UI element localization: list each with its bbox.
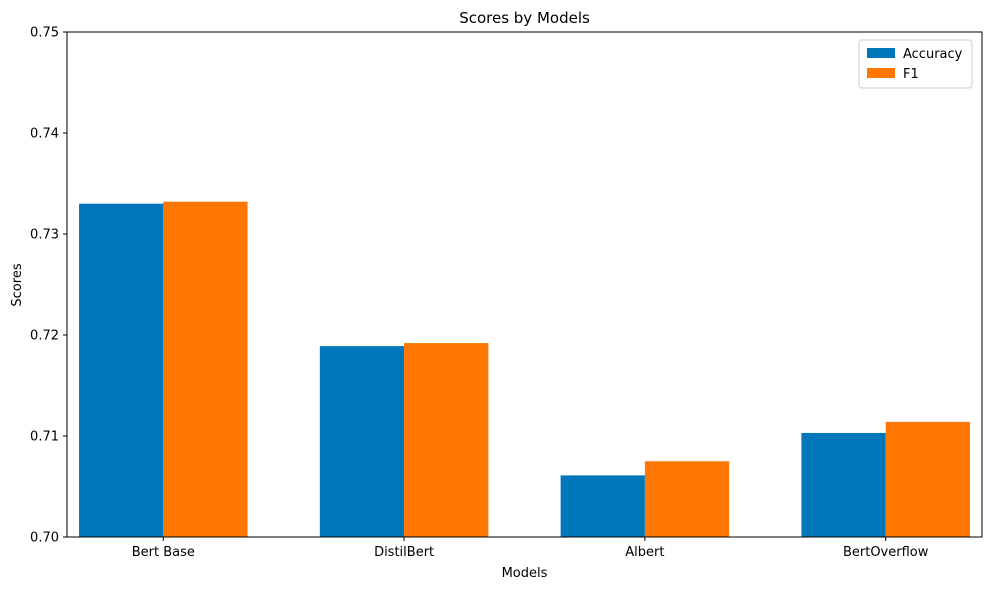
y-tick-label: 0.75 xyxy=(30,26,59,41)
plot-frame xyxy=(66,31,983,538)
bar-f1-4 xyxy=(885,421,970,537)
bar-accuracy-1 xyxy=(79,203,164,537)
legend-label-f1: F1 xyxy=(903,67,919,82)
y-tick-label: 0.72 xyxy=(30,329,59,344)
bar-f1-1 xyxy=(163,201,248,537)
y-tick-label: 0.71 xyxy=(30,430,59,445)
bar-f1-3 xyxy=(644,461,730,537)
legend: Accuracy F1 xyxy=(858,39,973,89)
x-tick-label: Bert Base xyxy=(132,545,195,560)
chart-title: Scores by Models xyxy=(459,9,590,27)
bar-accuracy-2 xyxy=(319,346,405,537)
legend-label-accuracy: Accuracy xyxy=(903,47,963,62)
axes-layer: 0.70 0.71 0.72 0.73 0.74 0.75 Bert Base DistilB… xyxy=(30,26,983,560)
x-tick-label: DistilBert xyxy=(374,545,434,560)
y-tick-label: 0.70 xyxy=(30,531,59,546)
legend-swatch-accuracy xyxy=(867,48,895,58)
bar-f1-2 xyxy=(404,343,489,537)
y-tick-label: 0.74 xyxy=(30,127,59,142)
bar-accuracy-4 xyxy=(801,432,886,537)
legend-swatch-f1 xyxy=(867,68,895,78)
y-tick-label: 0.73 xyxy=(30,228,59,243)
x-tick-label: Albert xyxy=(625,545,664,560)
bars-layer xyxy=(79,201,970,537)
bar-accuracy-3 xyxy=(560,475,645,537)
x-axis-label: Models xyxy=(502,566,548,581)
y-axis-label: Scores xyxy=(10,263,25,306)
x-tick-label: BertOverflow xyxy=(843,545,929,560)
